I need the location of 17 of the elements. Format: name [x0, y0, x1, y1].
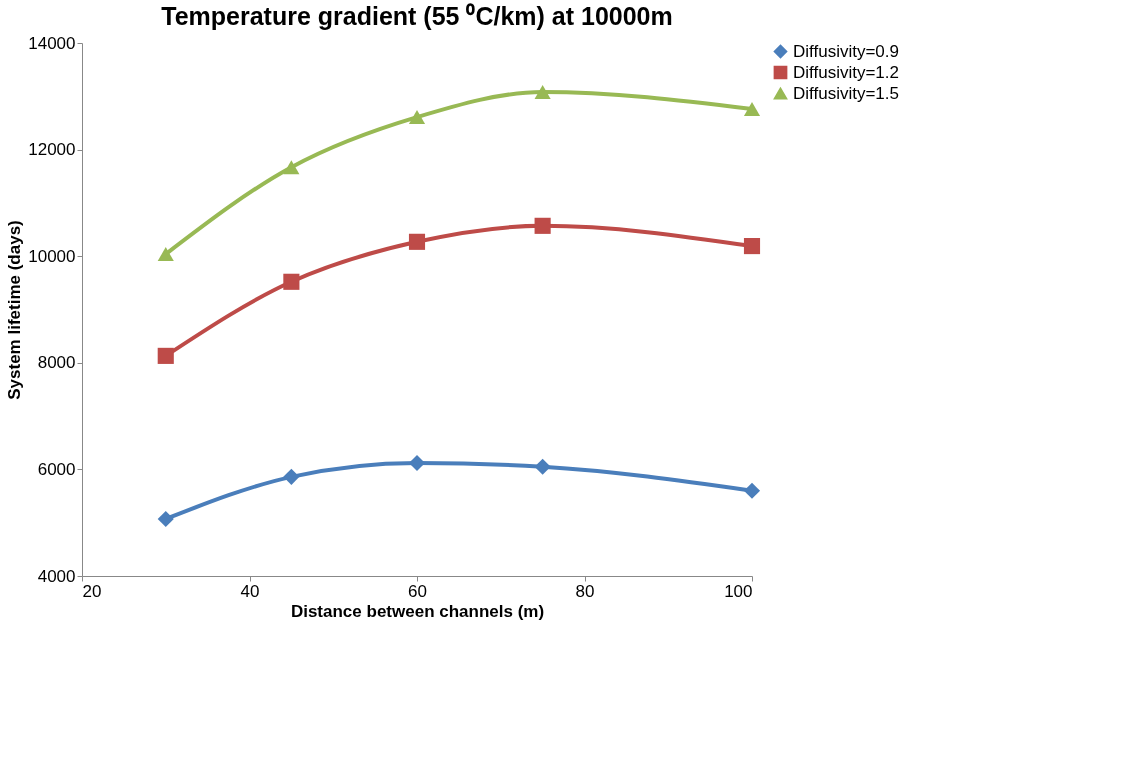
chart-title: Temperature gradient (55 ⁰C/km) at 10000m: [161, 2, 673, 30]
y-tick-label: 4000: [37, 566, 76, 586]
legend-label: Diffusivity=0.9: [793, 41, 899, 61]
y-tick-label: 8000: [37, 353, 76, 373]
y-tick-label: 10000: [28, 246, 76, 266]
y-tick-label: 12000: [28, 140, 76, 160]
y-tick-label: 6000: [37, 459, 76, 479]
legend-label: Diffusivity=1.5: [793, 83, 899, 103]
legend-label: Diffusivity=1.2: [793, 62, 899, 82]
y-tick-label: 14000: [28, 33, 76, 53]
x-tick-label: 100: [724, 581, 753, 601]
x-tick-label: 20: [82, 581, 102, 601]
x-tick-label: 60: [408, 581, 427, 601]
y-axis-title: System lifetime (days): [5, 220, 25, 400]
x-tick-label: 80: [575, 581, 595, 601]
x-tick-label: 40: [240, 581, 260, 601]
x-axis-title: Distance between channels (m): [290, 601, 545, 621]
